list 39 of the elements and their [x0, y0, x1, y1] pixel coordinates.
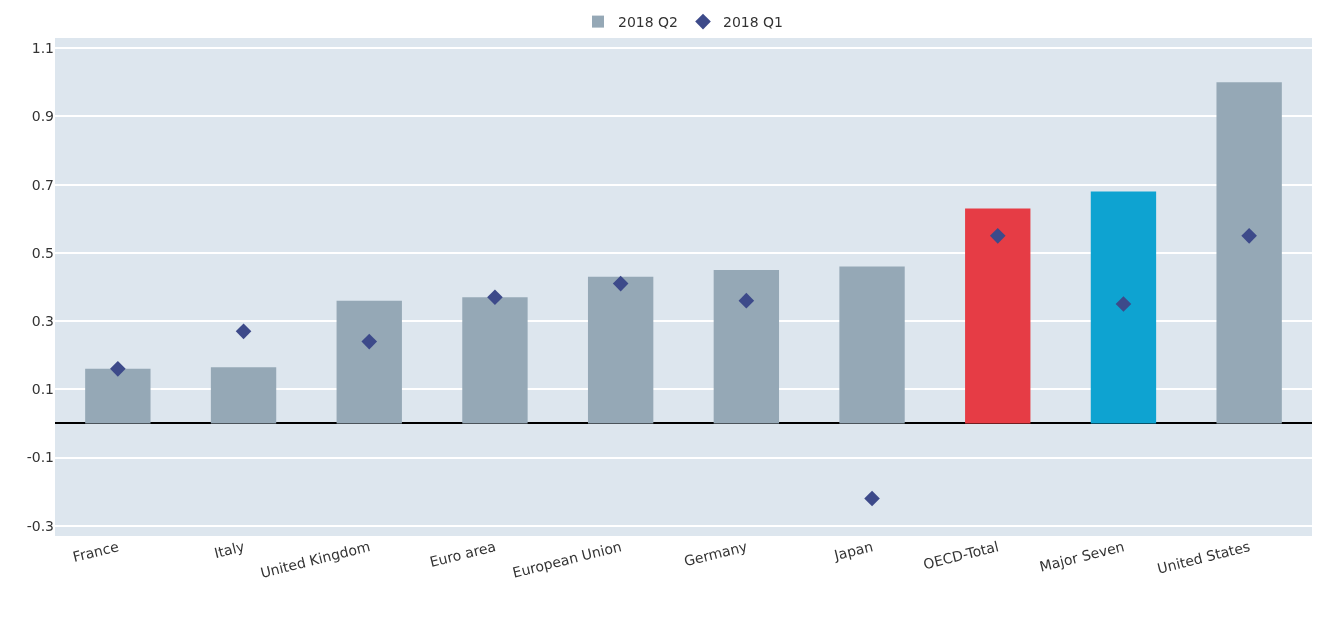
y-tick-label: 0.7 [31, 176, 54, 193]
y-tick-label: 0.5 [31, 244, 54, 261]
bar [462, 297, 528, 424]
bar [713, 269, 780, 424]
bar [1216, 82, 1282, 424]
point [612, 275, 629, 292]
x-tick-label: United States [1155, 538, 1252, 577]
y-tick-label: -0.3 [26, 517, 54, 534]
bar [336, 300, 402, 424]
y-tick-label: -0.1 [26, 449, 54, 466]
x-tick-label: Japan [831, 538, 875, 564]
y-tick-label: 1.1 [31, 40, 54, 57]
y-tick-label: 0.9 [31, 108, 54, 125]
bar [210, 367, 277, 424]
point [235, 323, 252, 340]
x-tick-label: Major Seven [1037, 538, 1126, 575]
x-tick-label: Italy [212, 538, 246, 562]
bar [965, 208, 1031, 424]
point [1115, 296, 1132, 312]
point [1241, 228, 1257, 244]
point [738, 292, 755, 309]
bar [1090, 191, 1157, 424]
point [361, 333, 378, 350]
bar [85, 368, 151, 424]
y-tick-label: 0.1 [31, 381, 54, 398]
point [487, 289, 503, 306]
y-tick-label: 0.3 [31, 313, 54, 330]
x-tick-label: Germany [682, 538, 749, 570]
bar [587, 276, 654, 424]
x-tick-label: France [71, 538, 121, 565]
x-tick-label: Euro area [428, 538, 498, 571]
point [110, 361, 126, 377]
point [864, 490, 880, 507]
x-tick-label: European Union [510, 538, 624, 581]
legend-label: 2018 Q2 [618, 14, 679, 31]
legend-label: 2018 Q1 [723, 14, 784, 31]
x-tick-label: United Kingdom [258, 538, 372, 581]
point [989, 228, 1006, 244]
bar [839, 266, 905, 424]
